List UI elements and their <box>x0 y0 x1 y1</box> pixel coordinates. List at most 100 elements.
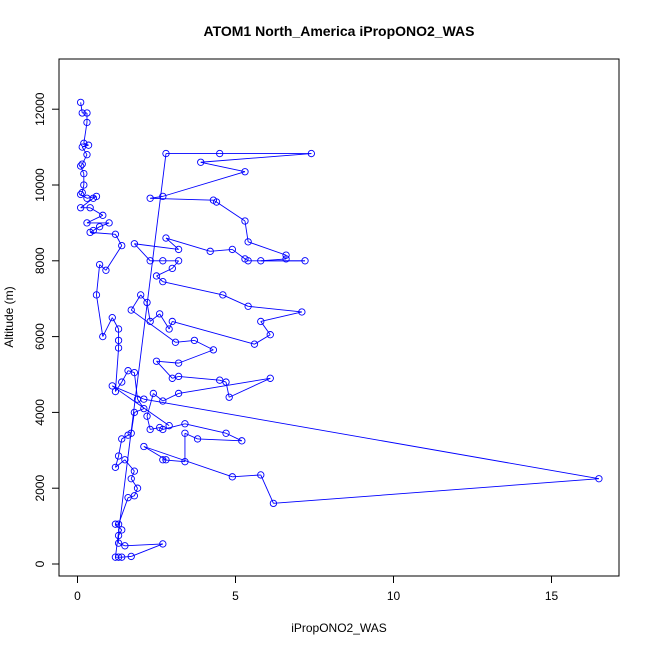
x-tick-label: 0 <box>74 589 81 603</box>
series-segment <box>143 398 599 480</box>
data-point <box>193 435 202 443</box>
series-segment <box>121 434 129 440</box>
series-segment <box>81 146 88 155</box>
series-segment <box>171 260 179 269</box>
series-segment <box>162 171 246 197</box>
data-point <box>159 192 167 201</box>
series-segment <box>112 385 170 427</box>
data-point <box>257 257 265 265</box>
data-point <box>83 109 91 117</box>
data-point <box>225 393 233 401</box>
data-point <box>162 149 170 158</box>
series-segment <box>197 438 242 442</box>
series-segment <box>260 321 271 335</box>
data-point <box>114 531 123 540</box>
series-segment <box>178 377 271 394</box>
x-tick-label: 15 <box>545 589 559 603</box>
data-point <box>111 230 120 238</box>
data-point <box>152 272 161 280</box>
data-point <box>238 437 246 445</box>
series-segment <box>162 423 186 430</box>
data-point <box>209 346 218 354</box>
data-point <box>301 257 309 265</box>
data-point <box>307 149 315 158</box>
series-segment <box>93 226 100 231</box>
data-point <box>216 376 224 384</box>
series-segment <box>80 197 94 209</box>
series-segment <box>111 317 119 330</box>
series-segment <box>149 313 160 322</box>
series-segment <box>178 349 214 364</box>
y-tick-label: 10000 <box>33 168 47 202</box>
series-segment <box>130 478 138 489</box>
series-segment <box>184 432 198 440</box>
data-point <box>216 149 224 158</box>
series-segment <box>81 154 88 165</box>
series-segment <box>153 393 164 402</box>
data-point <box>159 540 167 548</box>
series-segment <box>81 184 85 193</box>
y-tick-label: 2000 <box>33 475 47 502</box>
series-segment <box>273 478 599 504</box>
data-point <box>102 266 110 274</box>
x-tick-label: 10 <box>387 589 401 603</box>
data-point <box>595 475 603 483</box>
data-point <box>146 317 154 326</box>
data-point <box>114 336 123 345</box>
x-axis-label: iPropONO2_WAS <box>291 621 387 635</box>
data-point <box>146 425 154 434</box>
data-point <box>95 260 104 269</box>
y-tick-label: 0 <box>33 560 47 567</box>
data-point <box>143 412 151 420</box>
data-point <box>130 408 139 417</box>
data-point <box>127 475 135 483</box>
data-point <box>212 198 221 206</box>
y-tick-label: 12000 <box>33 92 47 126</box>
series-segment <box>162 459 185 463</box>
data-point <box>133 484 142 492</box>
series-segment <box>115 381 123 392</box>
series-segment <box>130 309 176 343</box>
data-point <box>83 219 91 227</box>
data-point <box>77 162 85 170</box>
data-point <box>83 151 91 159</box>
series-segment <box>216 201 246 222</box>
data-point <box>257 317 265 326</box>
data-point <box>257 471 265 479</box>
data-point <box>114 553 123 561</box>
y-tick-label: 8000 <box>33 247 47 274</box>
series-segment <box>96 294 104 337</box>
data-point <box>114 344 123 352</box>
data-point <box>111 553 120 561</box>
series-segment <box>184 423 227 434</box>
series-segment <box>178 375 220 381</box>
data-point <box>77 190 85 199</box>
series-segment <box>165 237 211 252</box>
data-point <box>99 332 107 341</box>
data-point <box>282 251 290 259</box>
data-point <box>124 367 132 375</box>
series-segment <box>172 321 255 345</box>
y-axis: 0 2000 4000 6000 8000 10000 12000 <box>33 92 60 567</box>
data-point <box>140 395 148 403</box>
data-point <box>78 143 86 151</box>
data-point <box>156 310 164 318</box>
data-point <box>118 526 126 534</box>
x-tick-label: 5 <box>232 589 239 603</box>
series-segment <box>105 245 123 271</box>
y-axis-label: Altitude (m) <box>2 286 16 347</box>
data-point <box>86 228 94 237</box>
data-point <box>108 313 116 322</box>
data-point <box>111 520 120 528</box>
data-point <box>114 325 123 333</box>
data-point <box>78 188 86 197</box>
series-segment <box>210 248 233 252</box>
series-segment <box>162 281 223 296</box>
series-segment <box>133 372 138 400</box>
data-point <box>146 257 154 265</box>
data-point <box>174 372 183 381</box>
data-point <box>99 211 107 219</box>
data-point <box>298 308 306 316</box>
data-point <box>77 204 85 212</box>
